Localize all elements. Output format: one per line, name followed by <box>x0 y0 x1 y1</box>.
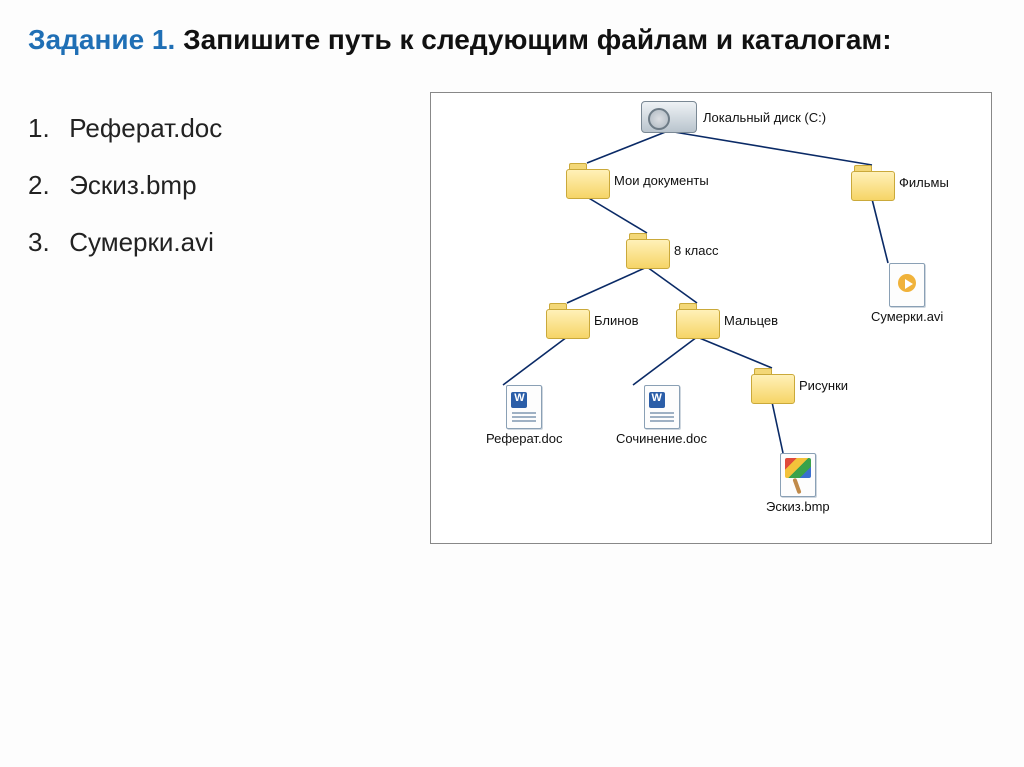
tree-node-maltsev: Мальцев <box>676 303 778 337</box>
node-label: Эскиз.bmp <box>766 499 830 514</box>
tree-edge <box>567 267 647 303</box>
node-label: Мальцев <box>724 313 778 328</box>
folder-icon <box>546 303 588 337</box>
tree-edge <box>587 131 668 163</box>
tree-edge <box>668 131 872 165</box>
tree-node-films: Фильмы <box>851 165 949 199</box>
slide-title: Задание 1. Запишите путь к следующим фай… <box>28 24 996 56</box>
folder-icon <box>566 163 608 197</box>
doc-file-icon <box>644 385 680 429</box>
tree-node-drive: Локальный диск (C:) <box>641 101 826 133</box>
drive-icon <box>641 101 697 133</box>
node-label: Мои документы <box>614 173 709 188</box>
tree-node-risunki: Рисунки <box>751 368 848 402</box>
tree-edge <box>587 197 647 233</box>
node-label: 8 класс <box>674 243 719 258</box>
task-number: 3. <box>28 214 62 271</box>
folder-icon <box>851 165 893 199</box>
node-label: Сумерки.avi <box>871 309 943 324</box>
task-text: Эскиз.bmp <box>69 170 196 200</box>
folder-icon <box>626 233 668 267</box>
file-tree-diagram: Локальный диск (C:) Мои документы Фильмы 8 … <box>430 92 992 544</box>
node-label: Рисунки <box>799 378 848 393</box>
tree-edge <box>772 402 783 453</box>
folder-icon <box>751 368 793 402</box>
task-text: Реферат.doc <box>69 113 222 143</box>
tree-node-docs: Мои документы <box>566 163 709 197</box>
doc-file-icon <box>506 385 542 429</box>
tree-edge <box>697 337 772 368</box>
image-file-icon <box>780 453 816 497</box>
node-label: Сочинение.doc <box>616 431 707 446</box>
tree-node-eskiz: Эскиз.bmp <box>766 453 830 514</box>
tree-edge <box>647 267 697 303</box>
folder-icon <box>676 303 718 337</box>
node-label: Реферат.doc <box>486 431 563 446</box>
task-text: Сумерки.avi <box>69 227 214 257</box>
tree-node-sochin: Сочинение.doc <box>616 385 707 446</box>
tree-edge <box>503 337 567 385</box>
video-file-icon <box>889 263 925 307</box>
task-number: 2. <box>28 157 62 214</box>
tree-node-sumerki: Сумерки.avi <box>871 263 943 324</box>
title-accent: Задание 1. <box>28 24 175 55</box>
node-label: Блинов <box>594 313 639 328</box>
tree-node-class8: 8 класс <box>626 233 719 267</box>
tree-edge <box>872 199 888 263</box>
node-label: Фильмы <box>899 175 949 190</box>
tree-edge <box>633 337 697 385</box>
slide: Задание 1. Запишите путь к следующим фай… <box>0 0 1024 767</box>
node-label: Локальный диск (C:) <box>703 110 826 125</box>
tree-node-blinov: Блинов <box>546 303 639 337</box>
title-rest: Запишите путь к следующим файлам и катал… <box>175 24 891 55</box>
tree-node-referat: Реферат.doc <box>486 385 563 446</box>
task-number: 1. <box>28 100 62 157</box>
